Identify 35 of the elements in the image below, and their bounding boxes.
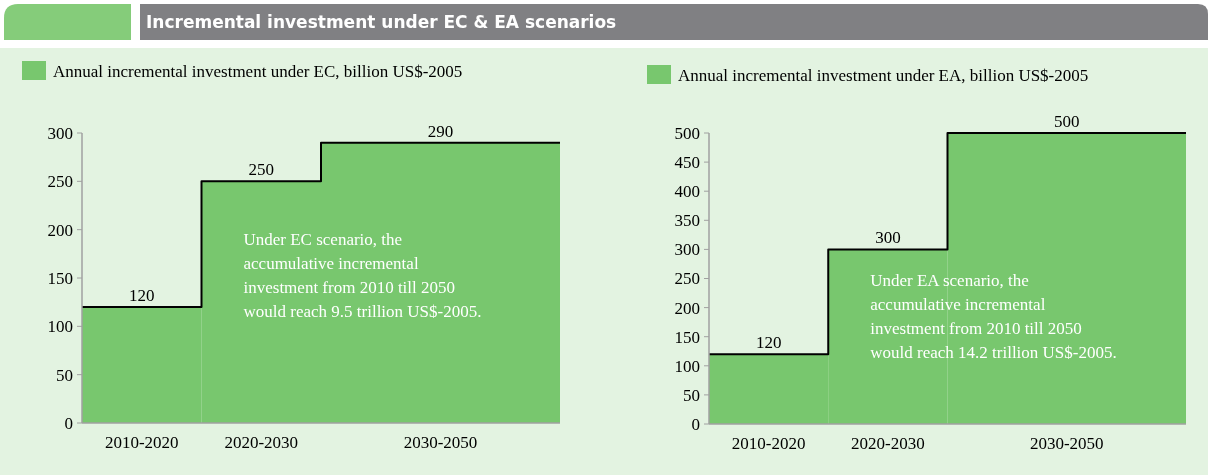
- y-tick-label: 350: [674, 211, 700, 231]
- y-tick-label: 250: [674, 269, 700, 289]
- x-tick-label: 2010-2020: [731, 434, 806, 453]
- y-tick-label: 200: [47, 220, 73, 240]
- y-tick-label: 50: [683, 385, 700, 405]
- y-tick-label: 450: [674, 153, 700, 173]
- y-tick-label: 100: [47, 317, 73, 337]
- x-tick-label: 2020-2030: [851, 434, 925, 453]
- x-tick-label: 2010-2020: [104, 433, 179, 452]
- annotation: Under EC scenario, the accumulative incremental investment from 2010 till 2050 would reach 9.5 trillion US$-2005.: [243, 230, 482, 321]
- data-label: 300: [875, 228, 901, 248]
- legend-label: Annual incremental investment under EA, billion US$-2005: [678, 65, 1089, 85]
- y-tick-label: 400: [674, 182, 700, 202]
- legend-label: Annual incremental investment under EC, billion US$-2005: [53, 61, 463, 81]
- x-tick-label: 2030-2050: [403, 433, 478, 452]
- y-tick-label: 50: [56, 365, 73, 385]
- y-tick-label: 0: [691, 414, 700, 434]
- data-label: 500: [1054, 112, 1080, 131]
- chart-title: Incremental investment under EC & EA scenarios: [146, 11, 617, 32]
- x-tick-label: 2030-2050: [1029, 434, 1104, 453]
- data-label: 250: [248, 160, 274, 180]
- x-tick-label: 2020-2030: [224, 433, 299, 452]
- data-label: 290: [427, 121, 454, 141]
- y-tick-label: 250: [47, 172, 73, 192]
- y-tick-label: 150: [47, 268, 73, 288]
- y-tick-label: 150: [674, 327, 700, 347]
- data-label: 120: [129, 286, 155, 305]
- data-label: 120: [755, 333, 782, 353]
- y-tick-label: 300: [674, 240, 700, 260]
- y-tick-label: 500: [674, 123, 700, 143]
- y-tick-label: 0: [64, 413, 73, 433]
- y-tick-label: 200: [674, 298, 700, 318]
- annotation: Under EA scenario, the accumulative incremental investment from 2010 till 2050 would reach 14.2 trillion US$-2005.: [870, 271, 1117, 362]
- y-tick-label: 300: [47, 123, 73, 143]
- y-tick-label: 100: [674, 356, 700, 376]
